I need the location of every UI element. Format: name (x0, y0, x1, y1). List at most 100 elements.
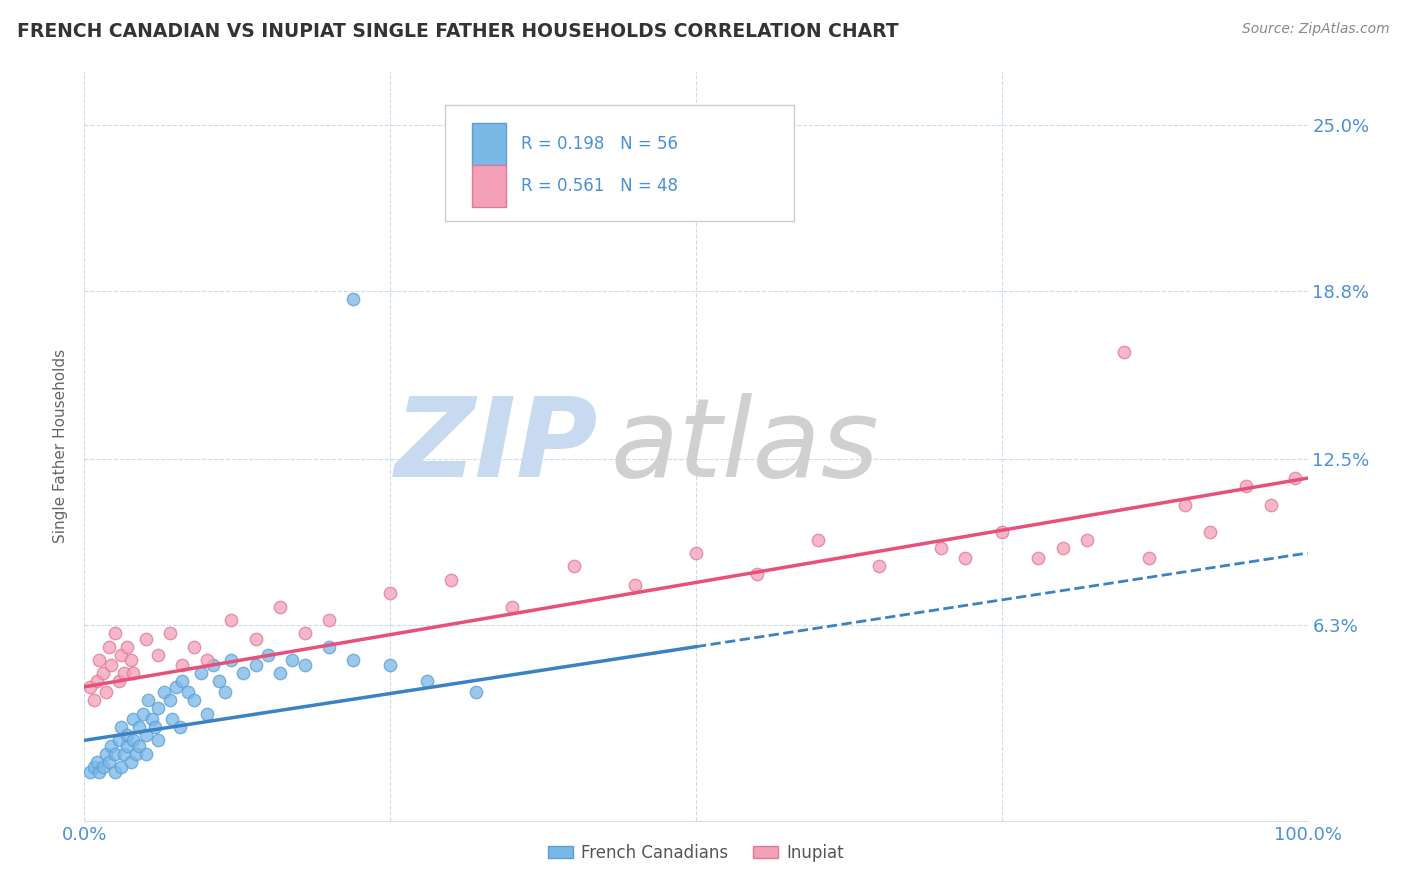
FancyBboxPatch shape (446, 105, 794, 221)
Point (122, 666, 145, 681)
Point (269, 599, 291, 614)
Point (87, 765, 110, 780)
Point (107, 733, 129, 747)
Text: R = 0.561   N = 48: R = 0.561 N = 48 (522, 177, 678, 195)
Point (172, 674, 194, 689)
Point (183, 693, 205, 707)
Point (83, 760, 105, 774)
Point (869, 559, 891, 574)
Point (318, 640, 340, 654)
Legend: French Canadians, Inupiat: French Canadians, Inupiat (541, 838, 851, 869)
Point (79, 765, 101, 780)
Point (624, 578, 647, 592)
Point (100, 739, 122, 753)
Point (219, 613, 242, 627)
Point (159, 693, 181, 707)
Point (177, 685, 200, 699)
Point (143, 720, 166, 734)
Point (128, 739, 150, 753)
Point (128, 720, 150, 734)
Point (135, 632, 157, 646)
Point (257, 648, 280, 662)
Point (214, 685, 236, 699)
Point (502, 599, 524, 614)
Point (97, 755, 120, 769)
Point (146, 701, 169, 715)
Point (110, 760, 132, 774)
Point (91, 666, 114, 681)
Point (100, 658, 122, 673)
Point (86, 674, 108, 689)
Point (141, 712, 163, 726)
Point (86, 755, 108, 769)
Point (120, 653, 142, 667)
Text: ZIP: ZIP (395, 392, 598, 500)
Point (110, 720, 132, 734)
Point (1028, 551, 1050, 566)
Point (104, 747, 127, 761)
Point (219, 653, 242, 667)
Point (104, 626, 127, 640)
Point (747, 567, 769, 582)
Point (1260, 498, 1282, 512)
Point (1198, 524, 1220, 539)
Point (162, 712, 184, 726)
Point (122, 712, 145, 726)
Point (97, 640, 120, 654)
Point (953, 551, 976, 566)
Point (232, 666, 254, 681)
Point (416, 674, 439, 689)
Point (91, 760, 114, 774)
Point (195, 653, 218, 667)
Point (1174, 498, 1197, 512)
Point (281, 653, 304, 667)
Point (79, 680, 101, 694)
Point (685, 546, 707, 560)
Point (991, 524, 1014, 539)
Point (132, 706, 155, 721)
Text: Source: ZipAtlas.com: Source: ZipAtlas.com (1241, 22, 1389, 37)
Point (183, 640, 205, 654)
Point (172, 658, 194, 673)
Point (165, 680, 187, 694)
Point (104, 765, 127, 780)
Point (125, 747, 148, 761)
Text: FRENCH CANADIAN VS INUPIAT SINGLE FATHER HOUSEHOLDS CORRELATION CHART: FRENCH CANADIAN VS INUPIAT SINGLE FATHER… (17, 22, 898, 41)
Point (96, 747, 118, 761)
Point (136, 693, 159, 707)
Point (115, 640, 138, 654)
Point (110, 648, 132, 662)
Point (96, 685, 118, 699)
Point (153, 685, 176, 699)
Point (107, 674, 129, 689)
Point (929, 541, 952, 555)
Point (208, 674, 231, 689)
Point (112, 747, 135, 761)
Point (1114, 345, 1136, 359)
Point (1236, 479, 1258, 493)
Point (294, 658, 316, 673)
Y-axis label: Single Father Households: Single Father Households (53, 349, 69, 543)
Point (380, 658, 402, 673)
Point (464, 685, 486, 699)
Point (169, 720, 191, 734)
Point (342, 653, 364, 667)
Point (190, 666, 212, 681)
Text: atlas: atlas (610, 392, 879, 500)
Point (135, 747, 157, 761)
Point (245, 632, 267, 646)
Bar (472, 123, 506, 165)
Point (135, 728, 157, 742)
Point (380, 586, 402, 600)
Point (112, 666, 135, 681)
Point (1284, 471, 1306, 485)
Point (83, 693, 105, 707)
Point (146, 733, 169, 747)
Point (1137, 551, 1160, 566)
Point (159, 626, 181, 640)
Point (342, 292, 364, 306)
Point (318, 613, 340, 627)
Point (87, 653, 110, 667)
Point (562, 559, 585, 574)
Point (294, 626, 316, 640)
